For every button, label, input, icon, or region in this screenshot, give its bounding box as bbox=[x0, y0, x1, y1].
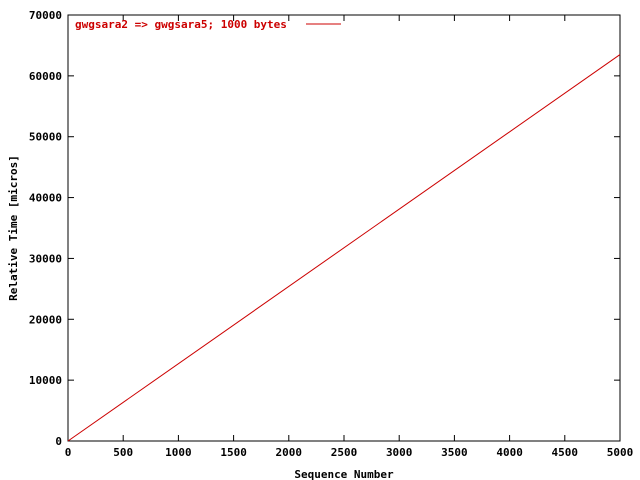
x-tick-label: 1000 bbox=[165, 446, 192, 459]
x-axis-label: Sequence Number bbox=[294, 468, 394, 480]
y-tick-label: 10000 bbox=[29, 374, 62, 387]
y-tick-label: 0 bbox=[55, 435, 62, 448]
y-tick-label: 20000 bbox=[29, 313, 62, 326]
legend: gwgsara2 => gwgsara5; 1000 bytes bbox=[75, 18, 341, 31]
x-tick-label: 500 bbox=[113, 446, 133, 459]
series-group bbox=[67, 54, 621, 442]
x-tick-label: 4000 bbox=[496, 446, 523, 459]
x-tick-label: 2000 bbox=[276, 446, 303, 459]
y-tick-label: 60000 bbox=[29, 70, 62, 83]
x-tick-label: 0 bbox=[65, 446, 72, 459]
plot-frame bbox=[67, 14, 621, 442]
x-tick-label: 3000 bbox=[386, 446, 413, 459]
y-tick-label: 50000 bbox=[29, 131, 62, 144]
x-axis-ticks: 0 500 1000 1500 2000 2500 3000 3500 4000 4500 5000 bbox=[65, 15, 634, 459]
x-tick-label: 4500 bbox=[552, 446, 579, 459]
series-line bbox=[67, 54, 621, 442]
x-tick-label: 2500 bbox=[331, 446, 358, 459]
y-axis-ticks: 0 10000 20000 30000 40000 50000 60000 70000 bbox=[29, 9, 620, 448]
x-tick-label: 5000 bbox=[607, 446, 634, 459]
legend-label: gwgsara2 => gwgsara5; 1000 bytes bbox=[75, 18, 287, 31]
x-tick-label: 3500 bbox=[441, 446, 468, 459]
y-tick-label: 40000 bbox=[29, 192, 62, 205]
y-tick-label: 30000 bbox=[29, 252, 62, 265]
y-tick-label: 70000 bbox=[29, 9, 62, 22]
x-tick-label: 1500 bbox=[220, 446, 247, 459]
y-axis-label: Relative Time [micros] bbox=[7, 155, 20, 301]
